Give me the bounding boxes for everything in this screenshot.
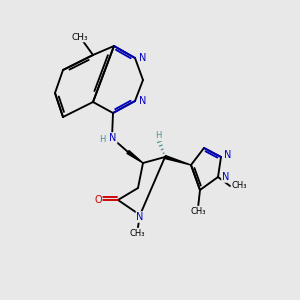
Text: CH₃: CH₃ [232, 182, 248, 190]
Text: N: N [109, 133, 117, 143]
Text: N: N [222, 172, 230, 182]
Text: H: H [99, 136, 105, 145]
Text: CH₃: CH₃ [72, 32, 88, 41]
Text: CH₃: CH₃ [190, 206, 206, 215]
Text: N: N [136, 212, 144, 222]
Text: H: H [155, 131, 161, 140]
Text: N: N [139, 96, 146, 106]
Polygon shape [165, 156, 191, 165]
Text: N: N [224, 150, 231, 160]
Text: O: O [94, 195, 102, 205]
Polygon shape [127, 151, 143, 163]
Text: N: N [139, 53, 146, 63]
Text: CH₃: CH₃ [129, 229, 145, 238]
